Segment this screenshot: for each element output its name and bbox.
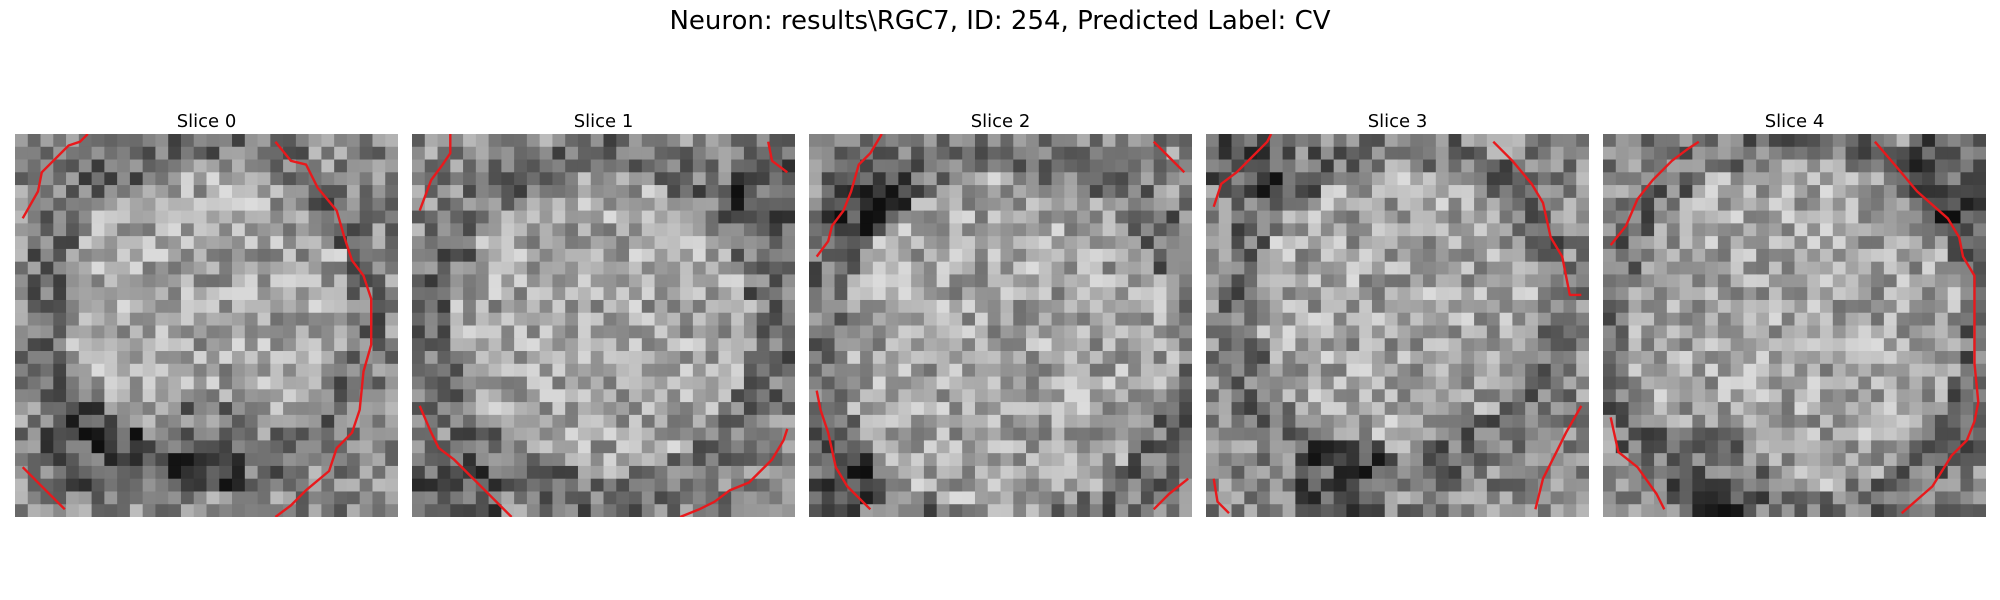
slice-title: Slice 3: [1367, 111, 1428, 132]
slice-panel-3: Slice 3: [1206, 110, 1589, 517]
contour-line: [1212, 478, 1230, 515]
slice-image: [1603, 134, 1986, 517]
slice-panel-0: Slice 0: [15, 110, 398, 517]
slice-title: Slice 0: [176, 111, 237, 132]
slice-panel-2: Slice 2: [809, 110, 1192, 517]
contour-line: [418, 134, 452, 212]
slice-pixels: [15, 134, 398, 517]
contour-line: [679, 428, 789, 517]
contour-line: [274, 140, 373, 517]
slice-pixels: [1206, 134, 1589, 517]
contour-line: [1212, 134, 1273, 208]
slice-image: [1206, 134, 1589, 517]
contour-line: [1492, 140, 1582, 297]
contour-line: [815, 390, 872, 511]
contour-line: [21, 134, 89, 219]
contour-line: [1152, 140, 1186, 174]
slice-title: Slice 1: [573, 111, 634, 132]
slice-pixels: [809, 134, 1192, 517]
slice-panel-4: Slice 4: [1603, 110, 1986, 517]
contour-line: [767, 141, 789, 174]
slice-pixels: [412, 134, 795, 517]
contour-line: [1873, 140, 1980, 515]
slice-title: Slice 4: [1764, 111, 1825, 132]
contour-line: [418, 405, 513, 517]
slice-title: Slice 2: [970, 111, 1031, 132]
slice-image: [15, 134, 398, 517]
contour-line: [1609, 417, 1666, 510]
contour-line: [815, 134, 883, 258]
contour-line: [1534, 405, 1583, 510]
contour-line: [21, 466, 66, 511]
slice-image: [809, 134, 1192, 517]
slice-panel-1: Slice 1: [412, 110, 795, 517]
slice-pixels: [1603, 134, 1986, 517]
contour-line: [1609, 140, 1700, 246]
contour-line: [1152, 477, 1189, 511]
slice-image: [412, 134, 795, 517]
figure-title: Neuron: results\RGC7, ID: 254, Predicted…: [669, 6, 1331, 36]
